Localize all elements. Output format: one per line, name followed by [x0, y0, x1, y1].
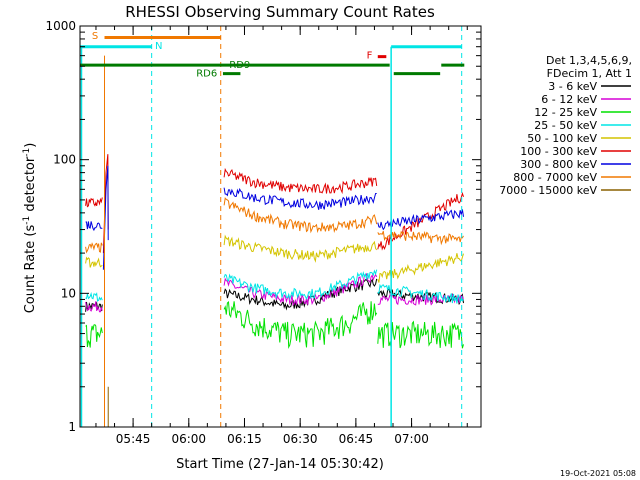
x-tick-label: 06:00 — [171, 432, 206, 446]
y-label-end: ) — [23, 143, 38, 148]
series-line-a-6 — [85, 221, 103, 232]
plot-lines — [80, 26, 464, 427]
legend-label-4: 50 - 100 keV — [527, 132, 597, 145]
flag-bars: S N F RD6 RD9 — [80, 31, 465, 79]
series-line-c-2 — [377, 320, 464, 349]
y-label-sup1: -1 — [22, 216, 32, 225]
y-label-main: Count Rate (s — [23, 225, 38, 314]
series-line-a-7 — [85, 242, 103, 254]
flag-label-rd6: RD6 — [196, 68, 217, 79]
flag-label-s: S — [92, 31, 98, 42]
legend-label-8: 7000 - 15000 keV — [499, 184, 597, 197]
legend-header-1: FDecim 1, Att 1 — [547, 67, 632, 80]
series-line-a-2 — [85, 324, 103, 348]
y-tick-label: 100 — [53, 153, 76, 167]
flag-label-rd9: RD9 — [229, 60, 250, 71]
legend: Det 1,3,4,5,6,9,FDecim 1, Att 13 - 6 keV… — [499, 54, 632, 197]
series-line-a-3 — [85, 291, 103, 302]
series-line-b-2 — [223, 300, 378, 349]
legend-label-1: 6 - 12 keV — [541, 93, 597, 106]
y-tick-label: 10 — [61, 286, 76, 300]
y-tick-label: 1 — [68, 420, 76, 434]
x-tick-label: 06:30 — [283, 432, 318, 446]
legend-header-0: Det 1,3,4,5,6,9, — [546, 54, 632, 67]
series-line-c-6 — [377, 209, 464, 231]
legend-label-0: 3 - 6 keV — [548, 80, 597, 93]
y-tick-label: 1000 — [45, 19, 76, 33]
flag-label-n: N — [155, 41, 162, 52]
legend-label-2: 12 - 25 keV — [534, 106, 597, 119]
legend-label-5: 100 - 300 keV — [520, 145, 597, 158]
chart-title: RHESSI Observing Summary Count Rates — [125, 3, 435, 21]
series-line-a-4 — [85, 256, 103, 268]
x-tick-label: 06:15 — [227, 432, 262, 446]
series-line-b-6 — [223, 187, 377, 210]
footer-date: 19-Oct-2021 05:08 — [560, 469, 636, 478]
x-tick-label: 05:45 — [116, 432, 151, 446]
y-label-tail: detector — [23, 156, 38, 216]
series-line-b-4 — [223, 234, 378, 263]
series-line-c-3 — [377, 283, 464, 304]
legend-label-7: 800 - 7000 keV — [513, 171, 597, 184]
axes: 1 10 100 1000 05:45 06:00 06:15 06:30 06:45 07:00 — [45, 19, 482, 446]
series-line-c-4 — [377, 253, 464, 283]
plot-frame — [79, 25, 482, 428]
series-line-a-1 — [85, 301, 103, 313]
legend-label-3: 25 - 50 keV — [534, 119, 597, 132]
y-axis-label: Count Rate (s-1 detector-1) — [22, 143, 38, 314]
x-tick-label: 07:00 — [394, 432, 429, 446]
series-line-a-5 — [85, 197, 103, 208]
flag-label-f: F — [367, 51, 373, 62]
y-label-sup2: -1 — [22, 148, 32, 157]
series-line-b-7 — [223, 197, 378, 234]
series-line-c-7 — [377, 230, 464, 246]
x-tick-label: 06:45 — [339, 432, 374, 446]
series-line-b-3 — [223, 269, 378, 300]
series-line-b-1 — [223, 272, 378, 307]
series-line-b-5 — [223, 167, 378, 195]
x-axis-label: Start Time (27-Jan-14 05:30:42) — [176, 457, 384, 472]
legend-label-6: 300 - 800 keV — [520, 158, 597, 171]
